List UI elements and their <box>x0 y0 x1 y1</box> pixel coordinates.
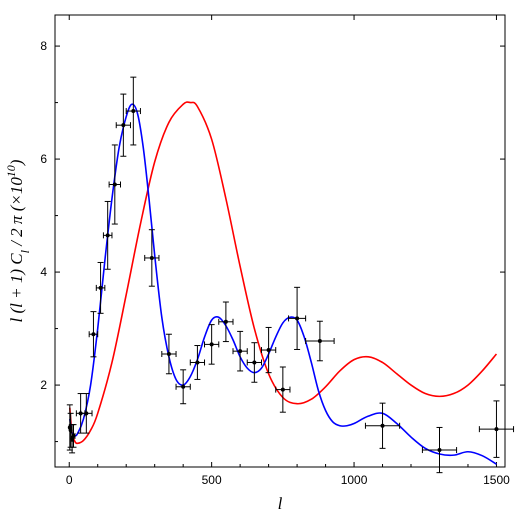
y-axis-title-subscript: l <box>18 249 32 253</box>
errorbar-layer <box>66 76 515 474</box>
data-point-marker <box>149 255 154 260</box>
x-tick-label: 0 <box>66 473 73 487</box>
data-point <box>421 426 458 474</box>
y-axis-title-superscript: 10 <box>4 165 18 177</box>
y-tick-label: 6 <box>40 152 47 166</box>
data-point <box>115 93 131 157</box>
data-point-marker <box>295 316 300 321</box>
data-point-marker <box>317 339 322 344</box>
y-tick-label: 8 <box>40 39 47 53</box>
data-point-marker <box>280 387 285 392</box>
data-point-marker <box>209 342 214 347</box>
data-point <box>305 320 335 362</box>
data-point <box>108 144 122 225</box>
data-point <box>275 366 291 413</box>
data-point <box>204 324 220 365</box>
y-axis-title: l (l + 1) Cl / 2 π (×1010) <box>4 159 32 322</box>
data-point <box>189 345 206 380</box>
data-point <box>364 402 401 449</box>
data-point-marker <box>380 423 385 428</box>
y-axis-title-tail: / 2 π (×10 <box>7 177 26 250</box>
x-tick-label: 1000 <box>341 473 368 487</box>
data-point <box>80 393 93 434</box>
data-point <box>70 424 77 448</box>
data-point <box>161 333 177 375</box>
y-axis-title-main: l (l + 1) C <box>7 253 26 323</box>
data-point-marker <box>98 285 103 290</box>
series-line-2 <box>69 103 497 465</box>
data-point-marker <box>71 433 76 438</box>
data-point <box>125 76 141 146</box>
x-tick-label: 500 <box>202 473 222 487</box>
data-point-marker <box>266 348 271 353</box>
y-axis-title-close: ) <box>7 159 26 166</box>
data-point-marker <box>166 352 171 356</box>
y-axis-ticks: 2 4 6 8 <box>40 39 505 443</box>
data-point-marker <box>131 109 136 114</box>
data-point <box>478 400 515 458</box>
data-point-marker <box>112 182 117 187</box>
data-point <box>95 261 106 314</box>
data-point-marker <box>223 319 228 324</box>
data-point <box>260 326 277 374</box>
series-layer <box>69 101 498 465</box>
x-axis-title: l <box>278 494 283 513</box>
y-tick-label: 4 <box>40 265 47 279</box>
data-point <box>67 412 74 448</box>
data-point-marker <box>84 411 89 416</box>
data-point <box>102 200 113 270</box>
data-point-marker <box>181 384 186 389</box>
data-point-marker <box>238 349 243 354</box>
data-point-marker <box>252 360 257 365</box>
data-point-marker <box>195 360 200 365</box>
data-point-marker <box>494 427 499 432</box>
data-point <box>246 342 262 383</box>
plot-frame <box>54 14 506 468</box>
data-point-marker <box>91 332 96 337</box>
data-point <box>144 229 160 287</box>
x-tick-label: 1500 <box>483 473 510 487</box>
data-point <box>218 301 234 343</box>
y-tick-label: 2 <box>40 378 47 392</box>
data-point <box>175 369 191 405</box>
x-axis-ticks: 0 500 1000 1500 <box>66 15 510 487</box>
data-point-marker <box>437 448 442 453</box>
data-point-marker <box>121 123 126 128</box>
data-point <box>88 311 99 358</box>
series-line-1 <box>69 101 498 445</box>
data-point-marker <box>105 233 110 238</box>
data-point <box>288 286 307 350</box>
data-point <box>232 330 248 372</box>
